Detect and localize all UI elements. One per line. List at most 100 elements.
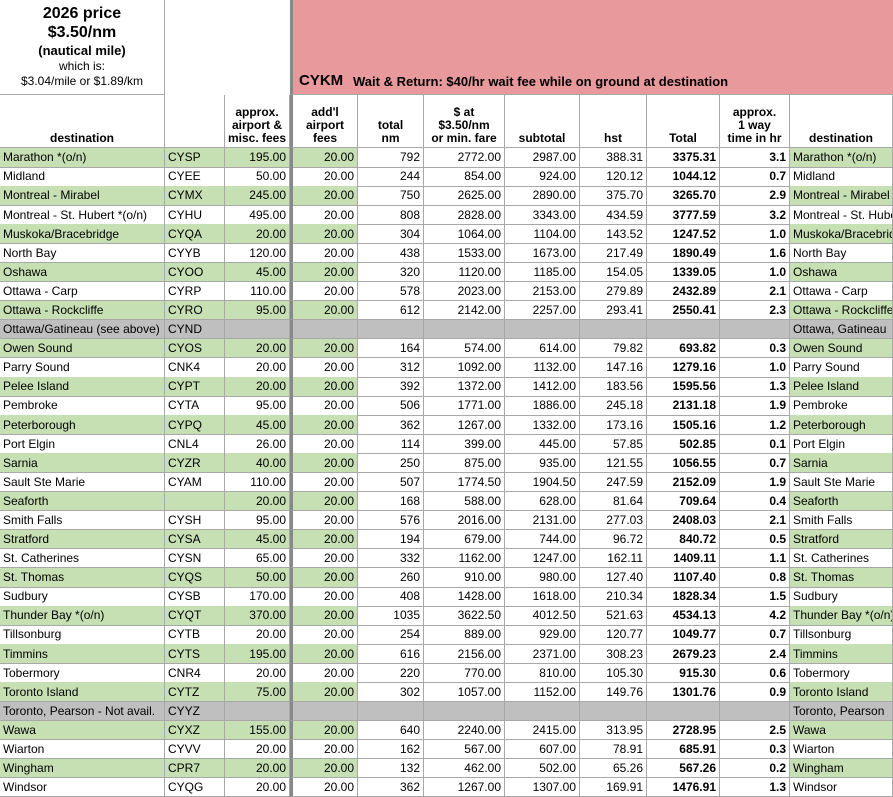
table-cell: 250 bbox=[358, 453, 424, 473]
table-cell: Montreal - Mirabel bbox=[790, 186, 893, 206]
table-cell: 1064.00 bbox=[424, 224, 505, 244]
table-cell: 685.91 bbox=[647, 739, 720, 760]
header-line: $ at bbox=[453, 105, 475, 119]
table-cell: 162.11 bbox=[580, 548, 647, 569]
table-cell: 1301.76 bbox=[647, 682, 720, 703]
table-cell bbox=[647, 701, 720, 722]
table-cell: 162 bbox=[358, 739, 424, 760]
table-cell: 20.00 bbox=[290, 243, 358, 264]
table-cell: Port Elgin bbox=[790, 434, 893, 454]
table-cell: 195.00 bbox=[225, 148, 290, 168]
table-cell: 507 bbox=[358, 472, 424, 493]
table-cell: 506 bbox=[358, 396, 424, 416]
table-cell: Smith Falls bbox=[790, 510, 893, 531]
table-cell: 2131.18 bbox=[647, 396, 720, 416]
table-cell: Midland bbox=[790, 167, 893, 187]
table-cell: 20.00 bbox=[225, 224, 290, 244]
table-cell: 840.72 bbox=[647, 529, 720, 550]
table-cell: 95.00 bbox=[225, 396, 290, 416]
table-cell: Wingham bbox=[0, 758, 165, 779]
table-cell: 20.00 bbox=[290, 415, 358, 435]
header-line: approx. bbox=[732, 105, 777, 119]
table-cell: Owen Sound bbox=[790, 338, 893, 359]
table-cell: 2828.00 bbox=[424, 205, 505, 225]
table-cell: 1828.34 bbox=[647, 587, 720, 607]
table-cell: 0.9 bbox=[720, 682, 790, 703]
table-cell: 607.00 bbox=[505, 739, 580, 760]
table-cell: 1267.00 bbox=[424, 777, 505, 797]
table-cell: 245.00 bbox=[225, 186, 290, 206]
table-cell: 1412.00 bbox=[505, 377, 580, 397]
header-line: time in hr bbox=[727, 131, 782, 145]
table-cell: 1.5 bbox=[720, 587, 790, 607]
table-cell: Muskoka/Bracebridge bbox=[790, 224, 893, 244]
table-cell: 1057.00 bbox=[424, 682, 505, 703]
table-cell: 120.00 bbox=[225, 243, 290, 264]
table-cell: 20.00 bbox=[225, 338, 290, 359]
table-cell: 114 bbox=[358, 434, 424, 454]
table-cell: Muskoka/Bracebridge bbox=[0, 224, 165, 244]
table-cell: 20.00 bbox=[290, 777, 358, 797]
price-box: 2026 price $3.50/nm (nautical mile) whic… bbox=[0, 0, 165, 95]
column-header: Total bbox=[647, 95, 720, 148]
table-cell: CPR7 bbox=[165, 758, 225, 779]
table-cell: 332 bbox=[358, 548, 424, 569]
table-cell: Sudbury bbox=[0, 587, 165, 607]
table-cell: CYRO bbox=[165, 300, 225, 321]
table-cell: Sault Ste Marie bbox=[790, 472, 893, 493]
table-cell: 50.00 bbox=[225, 567, 290, 588]
table-cell: 45.00 bbox=[225, 415, 290, 435]
table-cell: Toronto, Pearson bbox=[790, 701, 893, 722]
table-cell: 2550.41 bbox=[647, 300, 720, 321]
table-cell: 110.00 bbox=[225, 472, 290, 493]
table-cell: CYMX bbox=[165, 186, 225, 206]
table-cell: Ottawa - Carp bbox=[790, 281, 893, 302]
table-cell: 1771.00 bbox=[424, 396, 505, 416]
table-cell: 2625.00 bbox=[424, 186, 505, 206]
column-header: hst bbox=[580, 95, 647, 148]
table-cell: Ottawa - Rockcliffe bbox=[790, 300, 893, 321]
table-cell: Tobermory bbox=[790, 663, 893, 683]
table-cell: 1185.00 bbox=[505, 262, 580, 283]
table-cell: Toronto Island bbox=[0, 682, 165, 703]
table-cell: 3343.00 bbox=[505, 205, 580, 225]
header-line: or min. fare bbox=[431, 131, 497, 145]
table-cell: 578 bbox=[358, 281, 424, 302]
table-cell bbox=[424, 701, 505, 722]
table-cell: Wawa bbox=[790, 720, 893, 741]
table-cell: 1247.52 bbox=[647, 224, 720, 244]
table-cell: 210.34 bbox=[580, 587, 647, 607]
table-cell bbox=[424, 319, 505, 340]
table-cell: 640 bbox=[358, 720, 424, 741]
table-cell: 521.63 bbox=[580, 606, 647, 626]
table-cell: 0.3 bbox=[720, 739, 790, 760]
table-cell: 20.00 bbox=[290, 396, 358, 416]
table-cell: 2016.00 bbox=[424, 510, 505, 531]
table-cell: 370.00 bbox=[225, 606, 290, 626]
table-cell: 3265.70 bbox=[647, 186, 720, 206]
column-header: destination bbox=[790, 95, 893, 148]
table-cell: 0.8 bbox=[720, 567, 790, 588]
table-cell: 247.59 bbox=[580, 472, 647, 493]
table-cell: Ottawa/Gatineau (see above) bbox=[0, 319, 165, 340]
table-cell: Pembroke bbox=[0, 396, 165, 416]
table-cell: 20.00 bbox=[290, 491, 358, 512]
table-cell bbox=[647, 319, 720, 340]
column-header bbox=[165, 95, 225, 148]
table-cell: 1056.55 bbox=[647, 453, 720, 473]
table-cell: 127.40 bbox=[580, 567, 647, 588]
table-cell: 0.7 bbox=[720, 453, 790, 473]
table-cell: 183.56 bbox=[580, 377, 647, 397]
table-cell: 168 bbox=[358, 491, 424, 512]
table-cell: 2153.00 bbox=[505, 281, 580, 302]
table-cell: 164 bbox=[358, 338, 424, 359]
table-cell: 4012.50 bbox=[505, 606, 580, 626]
table-cell: 78.91 bbox=[580, 739, 647, 760]
table-cell: 45.00 bbox=[225, 529, 290, 550]
table-cell: 362 bbox=[358, 777, 424, 797]
table-cell: Marathon *(o/n) bbox=[790, 148, 893, 168]
header-line: approx. bbox=[235, 105, 279, 119]
table-cell: 445.00 bbox=[505, 434, 580, 454]
table-cell: Parry Sound bbox=[790, 357, 893, 378]
table-cell: 57.85 bbox=[580, 434, 647, 454]
